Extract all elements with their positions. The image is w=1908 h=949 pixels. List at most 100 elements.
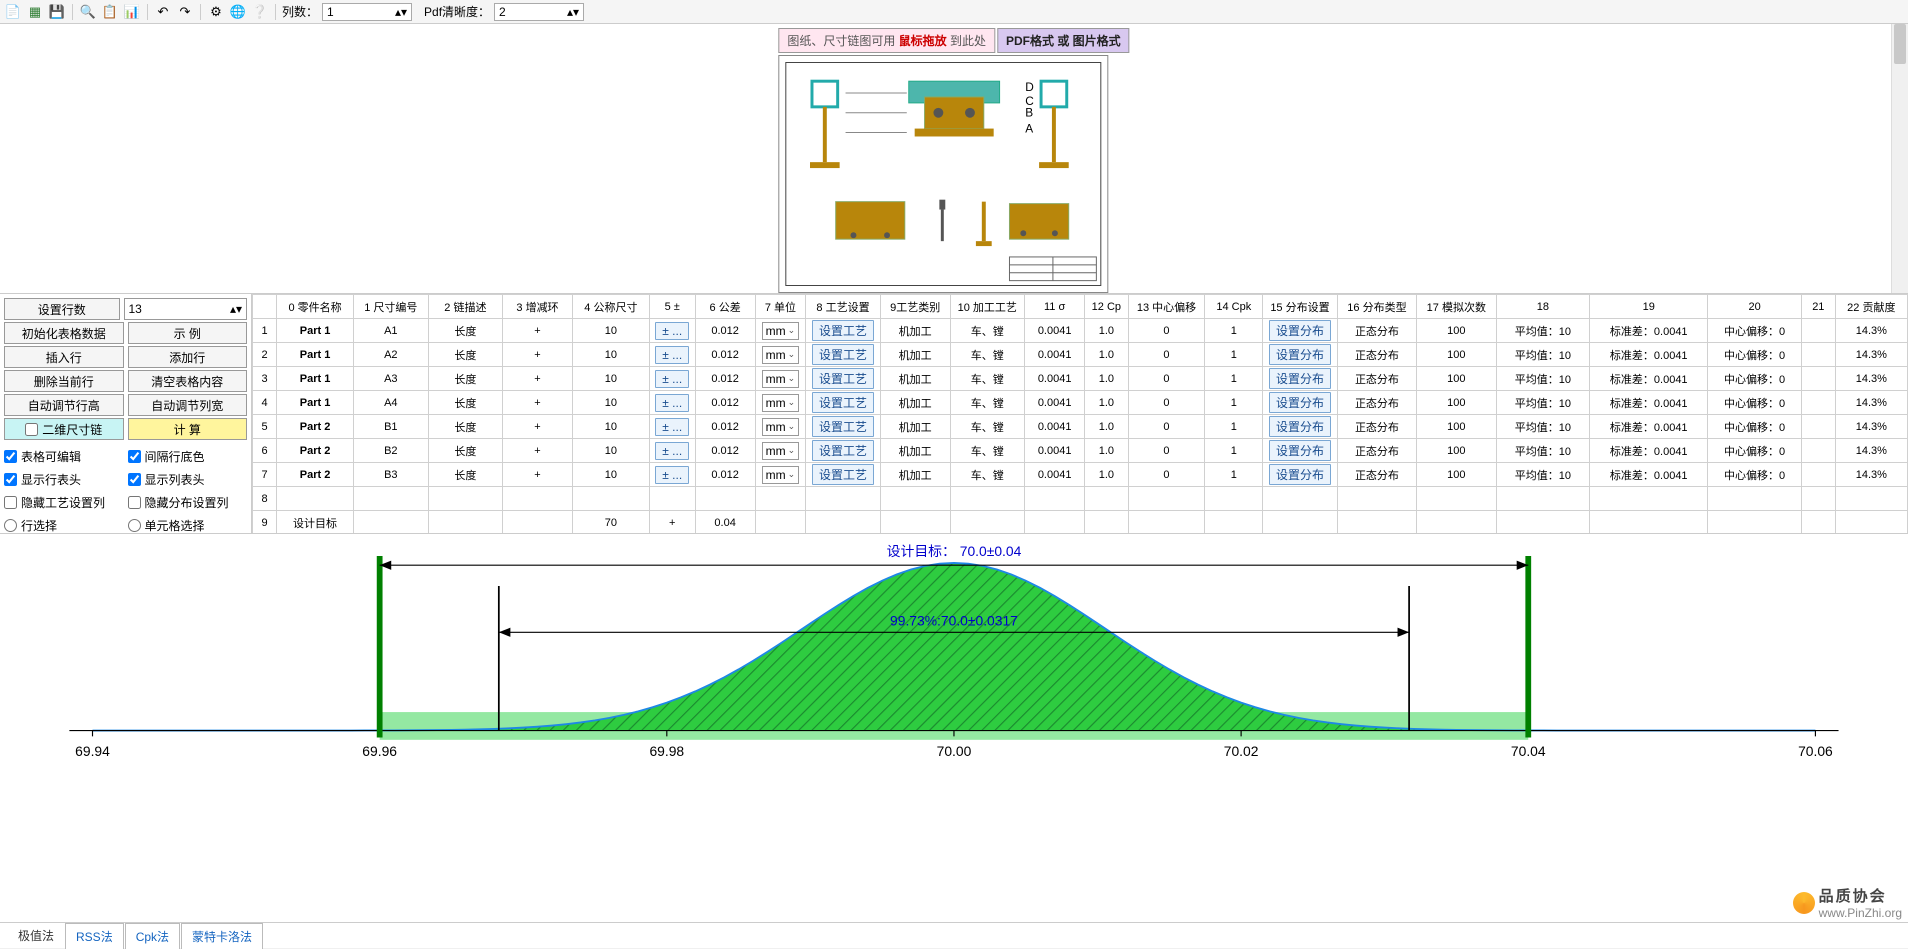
table-cell[interactable] bbox=[806, 511, 881, 534]
table-cell[interactable]: 平均值：10 bbox=[1496, 415, 1590, 439]
table-cell[interactable] bbox=[1801, 463, 1835, 487]
table-cell[interactable]: 设置分布 bbox=[1263, 319, 1338, 343]
rows-input[interactable]: 13▴▾ bbox=[124, 298, 248, 320]
table-cell[interactable]: ± ... bbox=[649, 391, 695, 415]
table-cell[interactable]: 14.3% bbox=[1835, 391, 1907, 415]
col-header[interactable]: 7 单位 bbox=[755, 295, 806, 319]
table-cell[interactable] bbox=[755, 511, 806, 534]
undo-icon[interactable]: ↶ bbox=[154, 3, 172, 21]
table-cell[interactable] bbox=[1496, 511, 1590, 534]
table-cell[interactable]: Part 1 bbox=[277, 391, 354, 415]
table-cell[interactable] bbox=[1590, 511, 1708, 534]
save-icon[interactable]: 💾 bbox=[48, 3, 66, 21]
editable-check[interactable]: 表格可编辑 bbox=[4, 446, 124, 466]
example-button[interactable]: 示 例 bbox=[128, 322, 248, 344]
table-cell[interactable] bbox=[277, 487, 354, 511]
table-cell[interactable]: 设计目标 bbox=[277, 511, 354, 534]
col-header[interactable]: 3 增减环 bbox=[503, 295, 573, 319]
table-cell[interactable]: 9 bbox=[253, 511, 277, 534]
table-row[interactable]: 5Part 2B1长度+10± ...0.012mm设置工艺机加工车、镗0.00… bbox=[253, 415, 1908, 439]
table-cell[interactable]: 0.012 bbox=[695, 415, 755, 439]
table-cell[interactable]: 8 bbox=[253, 487, 277, 511]
drawing-pane[interactable]: 图纸、尺寸链图可用 鼠标拖放 到此处 PDF格式 或 图片格式 bbox=[0, 24, 1908, 294]
table-cell[interactable]: 中心偏移：0 bbox=[1708, 463, 1802, 487]
table-cell[interactable] bbox=[1128, 511, 1205, 534]
table-cell[interactable]: 正态分布 bbox=[1337, 415, 1416, 439]
table-cell[interactable] bbox=[1801, 391, 1835, 415]
table-cell[interactable]: 平均值：10 bbox=[1496, 319, 1590, 343]
table-cell[interactable]: 标准差：0.0041 bbox=[1590, 463, 1708, 487]
table-cell[interactable]: 1 bbox=[1205, 391, 1263, 415]
table-cell[interactable]: 长度 bbox=[428, 343, 503, 367]
table-cell[interactable]: 中心偏移：0 bbox=[1708, 367, 1802, 391]
rowselect-radio[interactable]: 行选择 bbox=[4, 515, 124, 535]
pm-button[interactable]: ± ... bbox=[655, 394, 689, 412]
table-cell[interactable]: 10 bbox=[572, 463, 649, 487]
clear-table-button[interactable]: 清空表格内容 bbox=[128, 370, 248, 392]
table-cell[interactable]: 平均值：10 bbox=[1496, 391, 1590, 415]
table-cell[interactable]: 3 bbox=[253, 367, 277, 391]
table-cell[interactable]: 0.04 bbox=[695, 511, 755, 534]
table-cell[interactable]: 正态分布 bbox=[1337, 463, 1416, 487]
table-cell[interactable] bbox=[1205, 487, 1263, 511]
table-cell[interactable]: Part 1 bbox=[277, 319, 354, 343]
table-cell[interactable]: ± ... bbox=[649, 415, 695, 439]
data-table[interactable]: 0 零件名称1 尺寸编号2 链描述3 增减环4 公称尺寸5 ±6 公差7 单位8… bbox=[252, 294, 1908, 533]
table-cell[interactable]: ± ... bbox=[649, 439, 695, 463]
table-cell[interactable]: 1 bbox=[1205, 319, 1263, 343]
table-cell[interactable]: mm bbox=[755, 319, 806, 343]
table-cell[interactable]: 100 bbox=[1417, 343, 1496, 367]
table-cell[interactable]: 机加工 bbox=[880, 319, 950, 343]
table-cell[interactable]: 0.0041 bbox=[1025, 343, 1085, 367]
table-cell[interactable]: 14.3% bbox=[1835, 367, 1907, 391]
table-cell[interactable]: 1.0 bbox=[1085, 415, 1128, 439]
table-cell[interactable]: 0.012 bbox=[695, 343, 755, 367]
table-cell[interactable]: A4 bbox=[354, 391, 429, 415]
table-cell[interactable]: 中心偏移：0 bbox=[1708, 439, 1802, 463]
col-header[interactable]: 19 bbox=[1590, 295, 1708, 319]
col-header[interactable]: 1 尺寸编号 bbox=[354, 295, 429, 319]
delete-row-button[interactable]: 删除当前行 bbox=[4, 370, 124, 392]
table-cell[interactable]: Part 1 bbox=[277, 367, 354, 391]
dist-button[interactable]: 设置分布 bbox=[1269, 392, 1331, 413]
table-cell[interactable]: Part 2 bbox=[277, 439, 354, 463]
process-button[interactable]: 设置工艺 bbox=[812, 344, 874, 365]
colhdr-check[interactable]: 显示列表头 bbox=[128, 469, 248, 489]
table-cell[interactable]: 100 bbox=[1417, 319, 1496, 343]
table-cell[interactable]: 10 bbox=[572, 343, 649, 367]
settings-icon[interactable]: ⚙ bbox=[207, 3, 225, 21]
table-cell[interactable]: 长度 bbox=[428, 367, 503, 391]
table-cell[interactable] bbox=[880, 511, 950, 534]
table-cell[interactable]: 设置工艺 bbox=[806, 439, 881, 463]
zoom-icon[interactable]: 🔍 bbox=[79, 3, 97, 21]
table-cell[interactable]: 机加工 bbox=[880, 463, 950, 487]
col-header[interactable]: 5 ± bbox=[649, 295, 695, 319]
table-cell[interactable]: 车、镗 bbox=[950, 463, 1025, 487]
table-cell[interactable]: 车、镗 bbox=[950, 319, 1025, 343]
table-cell[interactable] bbox=[1801, 439, 1835, 463]
table-cell[interactable]: + bbox=[503, 319, 573, 343]
table-cell[interactable]: 14.3% bbox=[1835, 463, 1907, 487]
table-cell[interactable]: 100 bbox=[1417, 463, 1496, 487]
table-cell[interactable]: 14.3% bbox=[1835, 319, 1907, 343]
table-cell[interactable]: 机加工 bbox=[880, 391, 950, 415]
unit-select[interactable]: mm bbox=[762, 442, 800, 460]
table-cell[interactable]: 2 bbox=[253, 343, 277, 367]
table-cell[interactable]: mm bbox=[755, 391, 806, 415]
col-header[interactable]: 2 链描述 bbox=[428, 295, 503, 319]
table-cell[interactable]: 10 bbox=[572, 415, 649, 439]
table-cell[interactable]: 中心偏移：0 bbox=[1708, 319, 1802, 343]
table-cell[interactable] bbox=[1085, 511, 1128, 534]
drawing-preview[interactable]: DC BA bbox=[778, 55, 1108, 293]
table-cell[interactable]: 平均值：10 bbox=[1496, 463, 1590, 487]
table-cell[interactable]: + bbox=[649, 511, 695, 534]
table-cell[interactable]: 标准差：0.0041 bbox=[1590, 343, 1708, 367]
col-header[interactable]: 0 零件名称 bbox=[277, 295, 354, 319]
table-cell[interactable]: 长度 bbox=[428, 391, 503, 415]
vscrollbar[interactable] bbox=[1891, 24, 1908, 293]
table-cell[interactable] bbox=[755, 487, 806, 511]
table-cell[interactable]: mm bbox=[755, 367, 806, 391]
table-cell[interactable]: 0.012 bbox=[695, 463, 755, 487]
table-cell[interactable] bbox=[428, 487, 503, 511]
col-header[interactable]: 12 Cp bbox=[1085, 295, 1128, 319]
